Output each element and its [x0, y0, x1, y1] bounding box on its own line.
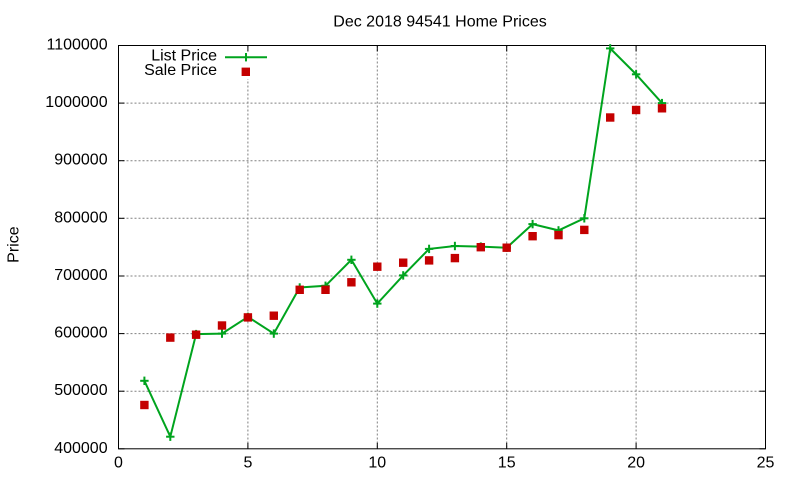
svg-text:10: 10 [368, 455, 386, 472]
svg-text:25: 25 [757, 455, 775, 472]
svg-text:700000: 700000 [54, 267, 107, 284]
svg-text:1000000: 1000000 [45, 94, 107, 111]
svg-text:500000: 500000 [54, 382, 107, 399]
svg-text:0: 0 [114, 455, 123, 472]
svg-text:400000: 400000 [54, 440, 107, 457]
svg-text:5: 5 [243, 455, 252, 472]
svg-text:Dec 2018 94541 Home Prices: Dec 2018 94541 Home Prices [333, 14, 546, 31]
svg-text:1100000: 1100000 [46, 37, 107, 54]
svg-text:Sale Price: Sale Price [144, 62, 217, 79]
svg-text:Price: Price [6, 226, 23, 263]
svg-text:20: 20 [627, 455, 645, 472]
svg-text:600000: 600000 [54, 325, 107, 342]
svg-text:List Price: List Price [151, 48, 217, 65]
svg-text:15: 15 [498, 455, 516, 472]
svg-text:900000: 900000 [54, 152, 107, 169]
svg-text:800000: 800000 [54, 209, 107, 226]
